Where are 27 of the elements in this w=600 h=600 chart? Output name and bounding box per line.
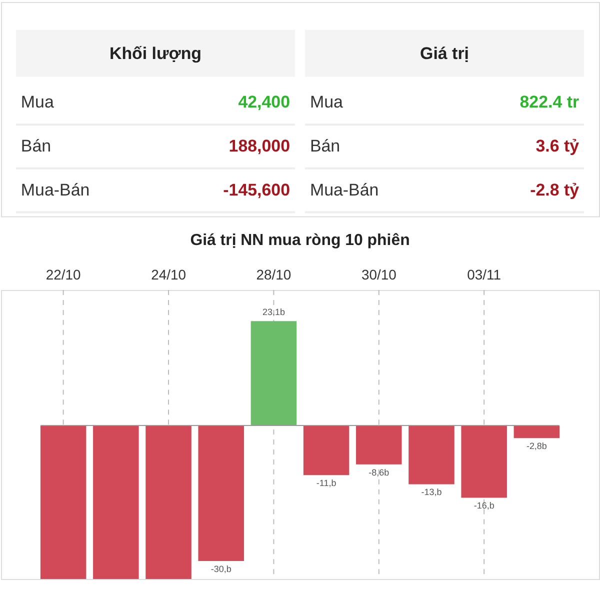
text: 3.6 tỷ — [536, 136, 580, 156]
data-label: -11,b — [316, 478, 336, 488]
data-label: -30,b — [210, 564, 232, 574]
text: Mua-Bán — [20, 180, 90, 200]
x-tick-label: 30/10 — [361, 266, 397, 283]
text: Khối lượng — [109, 44, 202, 63]
text: Bán — [20, 136, 52, 156]
text: 188,000 — [228, 136, 290, 156]
x-tick-label: 03/11 — [467, 266, 502, 283]
data-label: -13,b — [421, 487, 442, 498]
text: 822.4 tr — [520, 92, 580, 112]
data-label: -2,8b — [526, 441, 547, 452]
data-label: 23,1b — [262, 307, 285, 318]
text: Mua-Bán — [310, 180, 379, 200]
text: -2.8 tỷ — [530, 180, 580, 200]
data-label: -16,b — [474, 500, 494, 511]
text: 42,400 — [238, 92, 290, 112]
x-tick-label: 28/10 — [256, 266, 292, 283]
text: -145,600 — [223, 180, 290, 200]
x-tick-label: 22/10 — [46, 266, 82, 283]
data-label: -8,6b — [368, 467, 390, 478]
text: Giá trị — [420, 44, 469, 63]
text: Mua — [20, 92, 54, 112]
text: Mua — [310, 92, 344, 112]
text: Bán — [310, 136, 340, 156]
x-tick-label: 24/10 — [151, 266, 186, 283]
chart-title: Giá trị NN mua ròng 10 phiên — [190, 232, 410, 250]
